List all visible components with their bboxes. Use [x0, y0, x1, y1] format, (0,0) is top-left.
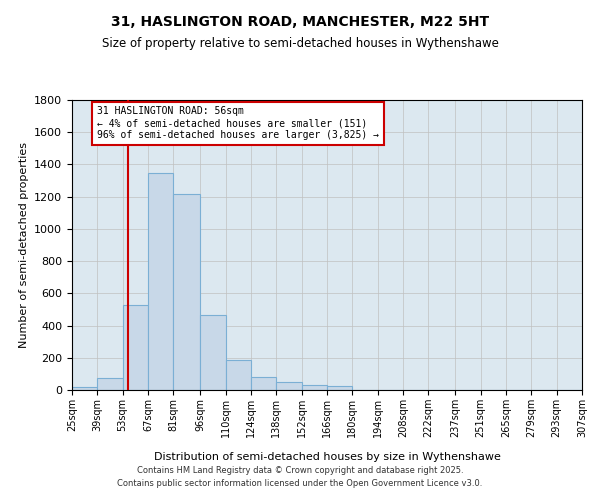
Text: Size of property relative to semi-detached houses in Wythenshawe: Size of property relative to semi-detach… [101, 38, 499, 51]
Text: 31, HASLINGTON ROAD, MANCHESTER, M22 5HT: 31, HASLINGTON ROAD, MANCHESTER, M22 5HT [111, 15, 489, 29]
Bar [302, 385, 327, 390]
Bar [327, 386, 352, 390]
Bar [226, 360, 251, 390]
Bar [97, 378, 122, 390]
Text: 31 HASLINGTON ROAD: 56sqm
← 4% of semi-detached houses are smaller (151)
96% of : 31 HASLINGTON ROAD: 56sqm ← 4% of semi-d… [97, 106, 379, 140]
Bar [200, 315, 226, 390]
Text: Distribution of semi-detached houses by size in Wythenshawe: Distribution of semi-detached houses by … [154, 452, 500, 462]
Bar [122, 306, 148, 390]
Y-axis label: Number of semi-detached properties: Number of semi-detached properties [19, 142, 29, 348]
Bar [72, 387, 97, 390]
Bar [173, 194, 200, 390]
Bar [148, 172, 173, 390]
Text: Contains HM Land Registry data © Crown copyright and database right 2025.
Contai: Contains HM Land Registry data © Crown c… [118, 466, 482, 487]
Bar [251, 377, 277, 390]
Bar [277, 382, 302, 390]
